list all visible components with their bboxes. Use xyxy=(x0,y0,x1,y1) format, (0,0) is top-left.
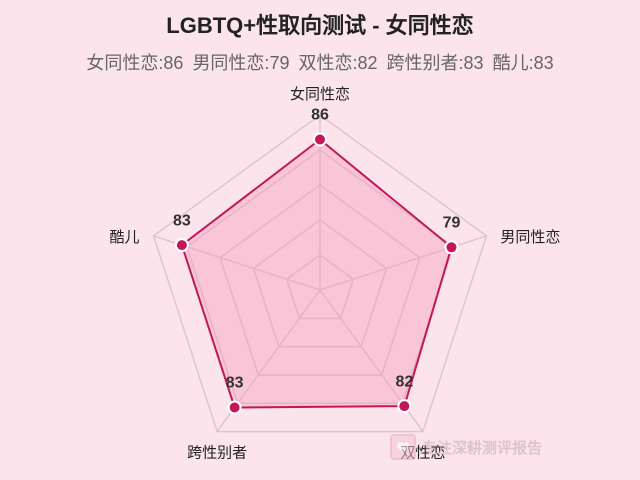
subtitle-item: 男同性恋:79 xyxy=(192,53,290,73)
data-point xyxy=(174,238,189,253)
subtitle-item: 酷儿:83 xyxy=(492,53,554,73)
watermark: 专注深耕测评报告 xyxy=(390,434,542,460)
watermark-text: 专注深耕测评报告 xyxy=(422,438,543,457)
axis-label: 男同性恋 xyxy=(500,228,560,246)
axis-line xyxy=(319,235,487,291)
heart-icon xyxy=(390,434,416,460)
subtitle-item: 女同性恋:86 xyxy=(86,53,184,73)
axis-label: 酷儿 xyxy=(110,229,140,246)
grid-ring xyxy=(152,114,488,433)
data-point xyxy=(444,240,459,255)
series-area xyxy=(180,138,453,409)
data-label: 83 xyxy=(173,212,191,229)
radar-series xyxy=(174,132,459,415)
axis-label: 女同性恋 xyxy=(290,85,350,103)
chart-title: LGBTQ+性取向测试 - 女同性恋 xyxy=(166,13,474,38)
data-point xyxy=(397,399,412,414)
chart-subtitle: 女同性恋:86 男同性恋:79 双性恋:82 跨性别者:83 酷儿:83 xyxy=(0,49,640,75)
data-label: 86 xyxy=(311,107,329,124)
axis-label: 跨性别者 xyxy=(187,445,247,462)
grid-ring xyxy=(219,184,421,376)
subtitle-item: 跨性别者:83 xyxy=(386,53,484,73)
data-point xyxy=(313,132,327,147)
grid-ring xyxy=(285,254,355,320)
data-label: 79 xyxy=(443,214,461,231)
data-label: 83 xyxy=(226,375,244,392)
subtitle-item: 双性恋:82 xyxy=(298,53,378,73)
data-point xyxy=(227,400,242,415)
data-label: 82 xyxy=(395,373,413,390)
grid-ring xyxy=(252,219,388,348)
